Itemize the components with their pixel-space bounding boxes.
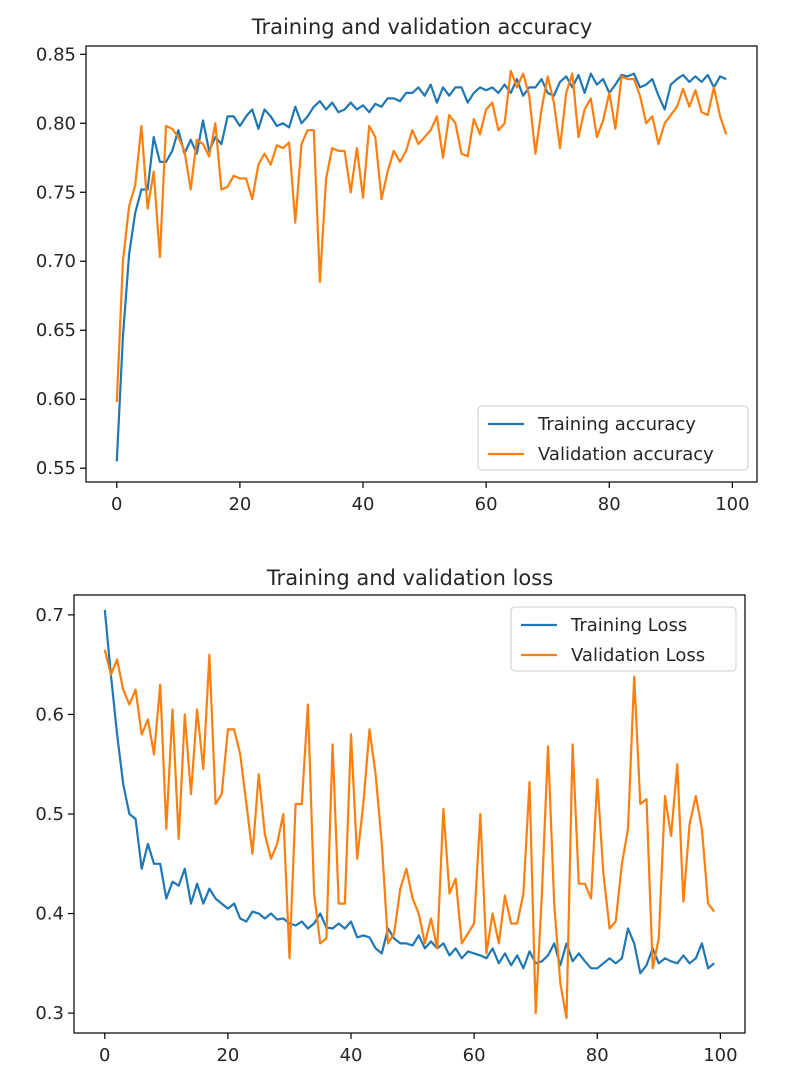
series-line-training xyxy=(103,609,715,975)
x-tick-label: 0 xyxy=(99,1045,110,1066)
series-line-validation xyxy=(115,69,728,403)
y-tick-label: 0.85 xyxy=(36,44,76,65)
legend: Training Loss Validation Loss xyxy=(510,606,737,672)
series-line-validation xyxy=(103,649,716,1020)
y-tick-label: 0.5 xyxy=(35,804,64,825)
y-tick-label: 0.55 xyxy=(36,458,76,479)
x-tick-label: 0 xyxy=(111,494,122,515)
y-tick-label: 0.80 xyxy=(36,113,76,134)
legend-label: Validation accuracy xyxy=(538,444,714,465)
y-tick-label: 0.65 xyxy=(36,320,76,341)
plot-area: 0 20 40 60 80 100 0.3 0.4 0.5 0.6 0.7 Training Loss… xyxy=(35,594,746,1066)
x-tick-label: 100 xyxy=(703,1045,737,1066)
y-tick-label: 0.70 xyxy=(36,251,76,272)
legend-box xyxy=(477,405,749,471)
x-tick-label: 60 xyxy=(463,1045,486,1066)
y-tick-label: 0.6 xyxy=(35,704,64,725)
x-tick-label: 60 xyxy=(475,494,498,515)
legend-label: Training Loss xyxy=(570,615,687,636)
chart-title: Training and validation accuracy xyxy=(251,15,593,39)
y-tick-label: 0.3 xyxy=(35,1003,64,1024)
y-tick-label: 0.60 xyxy=(36,389,76,410)
y-tick-label: 0.7 xyxy=(35,605,64,626)
chart-title: Training and validation loss xyxy=(266,566,553,590)
x-tick-label: 20 xyxy=(216,1045,239,1066)
x-tick-label: 100 xyxy=(715,494,749,515)
series-line-training xyxy=(115,72,727,462)
plot-area: 0 20 40 60 80 100 0.55 0.60 0.65 0.70 0.75 0.80 0.85… xyxy=(36,44,758,515)
loss-chart: Training and validation loss 0 20 40 60 80 10… xyxy=(35,566,746,1066)
legend: Training accuracy Validation accuracy xyxy=(477,405,749,471)
x-tick-label: 40 xyxy=(340,1045,363,1066)
x-tick-label: 80 xyxy=(586,1045,609,1066)
axes-frame xyxy=(85,45,758,483)
x-tick-label: 40 xyxy=(352,494,375,515)
accuracy-chart: Training and validation accuracy 0 20 40 60… xyxy=(36,15,758,515)
x-tick-label: 20 xyxy=(228,494,251,515)
legend-box xyxy=(510,606,737,672)
y-tick-label: 0.4 xyxy=(35,904,64,925)
y-tick-label: 0.75 xyxy=(36,182,76,203)
legend-label: Validation Loss xyxy=(571,645,705,666)
legend-label: Training accuracy xyxy=(537,414,696,435)
x-tick-label: 80 xyxy=(598,494,621,515)
